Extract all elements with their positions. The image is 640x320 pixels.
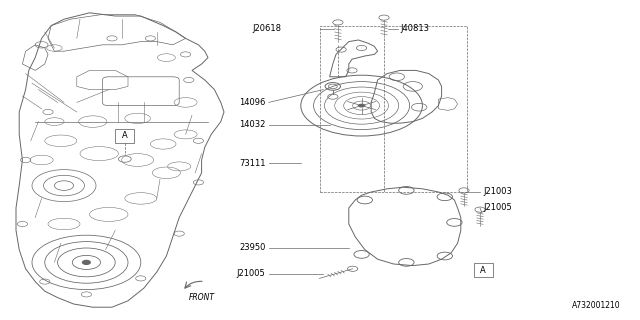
Text: 23950: 23950 — [239, 244, 266, 252]
Text: J21003: J21003 — [483, 188, 512, 196]
Circle shape — [358, 104, 365, 108]
Text: 73111: 73111 — [239, 159, 266, 168]
Text: 14032: 14032 — [239, 120, 266, 129]
Text: J21005: J21005 — [483, 204, 512, 212]
Text: FRONT: FRONT — [189, 293, 215, 302]
Circle shape — [83, 260, 90, 264]
Text: J20618: J20618 — [253, 24, 282, 33]
Text: 14096: 14096 — [239, 98, 266, 107]
Text: A732001210: A732001210 — [572, 301, 621, 310]
Text: J21005: J21005 — [237, 269, 266, 278]
Text: J40813: J40813 — [400, 24, 429, 33]
Bar — [320, 26, 467, 192]
Text: A: A — [481, 266, 486, 275]
Text: A: A — [122, 132, 127, 140]
